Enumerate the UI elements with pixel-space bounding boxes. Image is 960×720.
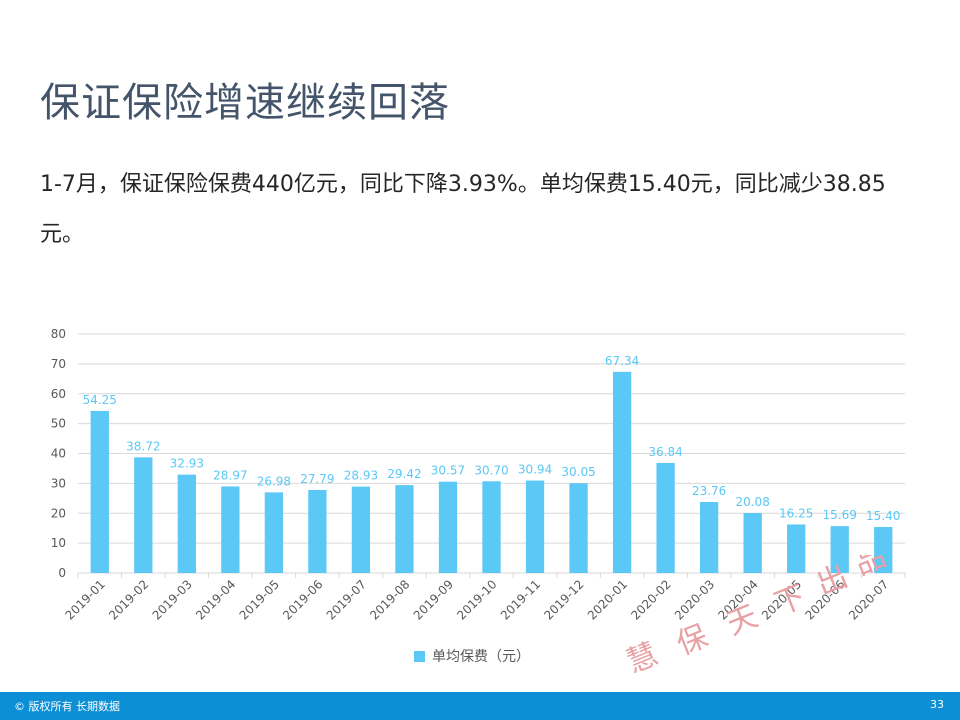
- footer-copyright: © 版权所有 长期数据: [14, 700, 120, 713]
- y-tick-label: 20: [51, 506, 66, 520]
- bar: [351, 486, 371, 573]
- data-label: 30.94: [518, 463, 552, 477]
- x-tick-label: 2020-01: [585, 577, 630, 622]
- x-tick-label: 2019-09: [411, 577, 456, 622]
- data-label: 29.42: [387, 467, 421, 481]
- data-label: 26.98: [257, 474, 291, 488]
- data-label: 16.25: [779, 506, 813, 520]
- bar: [569, 483, 588, 573]
- y-tick-label: 60: [51, 387, 66, 401]
- data-label: 67.34: [605, 354, 639, 368]
- bar: [656, 462, 675, 573]
- footer-bar: © 版权所有 长期数据 33: [0, 692, 960, 720]
- data-label: 15.40: [866, 509, 900, 523]
- x-tick-label: 2019-02: [106, 577, 151, 622]
- bar: [308, 489, 327, 573]
- bar: [395, 485, 414, 573]
- y-tick-label: 70: [51, 357, 66, 371]
- data-label: 27.79: [300, 472, 334, 486]
- legend-label: 单均保费（元）: [432, 649, 530, 665]
- bar: [874, 526, 893, 573]
- bar: [221, 486, 240, 573]
- bar: [612, 371, 632, 573]
- slide-title: 保证保险增速继续回落: [40, 80, 450, 126]
- data-label: 28.97: [213, 468, 247, 482]
- data-label: 30.57: [431, 464, 465, 478]
- bar: [482, 481, 501, 573]
- bar: [699, 502, 719, 573]
- x-tick-label: 2019-03: [150, 577, 195, 622]
- data-label: 32.93: [170, 457, 204, 471]
- bar: [438, 481, 458, 573]
- x-tick-label: 2020-06: [802, 577, 847, 622]
- bar: [787, 524, 806, 573]
- y-tick-label: 80: [51, 327, 66, 341]
- x-tick-label: 2019-08: [367, 577, 412, 622]
- bar: [90, 410, 109, 573]
- data-label: 20.08: [735, 495, 769, 509]
- data-label: 15.69: [823, 508, 857, 522]
- x-tick-label: 2019-11: [498, 577, 543, 622]
- x-tick-label: 2019-06: [280, 577, 325, 622]
- bar-chart: 0 10 20 30 40 50 60 70 80 54.25 2019-01 38.72 2019-0…: [51, 327, 906, 665]
- x-tick-label: 2019-04: [193, 577, 238, 622]
- bar: [264, 492, 284, 573]
- y-tick-label: 30: [51, 476, 66, 490]
- x-tick-label: 2019-05: [237, 577, 282, 622]
- y-tick-label: 50: [51, 417, 66, 431]
- legend-swatch: [414, 651, 425, 662]
- x-tick-label: 2020-07: [846, 577, 891, 622]
- bar: [177, 474, 196, 573]
- x-tick-label: 2020-05: [759, 577, 804, 622]
- x-tick-label: 2019-12: [541, 577, 586, 622]
- bar: [830, 526, 849, 573]
- bar: [525, 480, 545, 573]
- data-label: 38.72: [126, 439, 160, 453]
- x-tick-label: 2020-03: [672, 577, 717, 622]
- data-label: 54.25: [83, 393, 117, 407]
- data-label: 28.93: [344, 469, 378, 483]
- x-tick-label: 2019-01: [63, 577, 108, 622]
- data-label: 30.05: [561, 465, 595, 479]
- bar: [134, 457, 153, 573]
- data-label: 30.70: [474, 463, 508, 477]
- y-tick-label: 10: [51, 536, 66, 550]
- page-number: 33: [930, 698, 944, 711]
- slide-body-text: 1-7月，保证保险保费440亿元，同比下降3.93%。单均保费15.40元，同比…: [40, 172, 886, 247]
- data-label: 36.84: [648, 445, 682, 459]
- x-tick-label: 2019-07: [324, 577, 369, 622]
- x-tick-label: 2019-10: [454, 577, 499, 622]
- y-tick-label: 40: [51, 447, 66, 461]
- y-tick-label: 0: [58, 566, 66, 580]
- x-tick-label: 2020-04: [715, 577, 760, 622]
- x-tick-label: 2020-02: [628, 577, 673, 622]
- data-label: 23.76: [692, 484, 726, 498]
- bar: [743, 513, 762, 573]
